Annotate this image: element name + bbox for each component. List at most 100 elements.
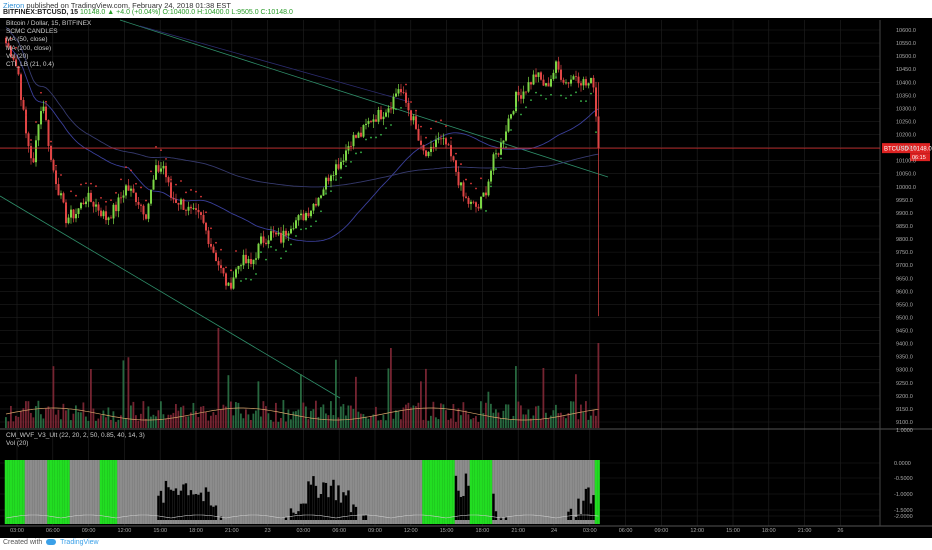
trend-dot [480, 177, 482, 180]
author-link[interactable]: Zieron [3, 1, 25, 10]
wvf-bar [559, 460, 563, 524]
wvf-gap [189, 490, 193, 520]
candle-body [55, 170, 57, 185]
wvf-gap [172, 490, 175, 520]
wvf-bar [342, 460, 345, 524]
wvf-bar [252, 460, 255, 524]
price-change: 10148.0 ▲ +4.0 (+0.04%) [80, 9, 161, 16]
candle-body [62, 193, 65, 203]
candle-body [507, 118, 510, 132]
candle-body [97, 204, 100, 211]
legend-item[interactable]: CTI_LB (21, 0.4) [6, 61, 55, 69]
time-tick-label: 12:00 [118, 528, 132, 534]
indicator-tick-label: -2.0000 [894, 514, 913, 520]
candle-body [372, 119, 375, 122]
wvf-gap [304, 503, 308, 520]
volume-bar [542, 368, 545, 428]
candle-body [350, 146, 352, 147]
volume-bar [140, 413, 142, 428]
volume-bar [35, 406, 37, 428]
candle-body [70, 209, 72, 218]
volume-bar [12, 421, 15, 428]
wvf-bar [259, 460, 263, 524]
trend-dot [555, 76, 557, 79]
wvf-bar [89, 460, 93, 524]
trend-dot [80, 183, 82, 186]
trend-dot [360, 151, 362, 154]
price-tick-label: 9400.0 [896, 342, 913, 348]
wvf-gap [457, 490, 460, 520]
time-tick-label: 09:00 [82, 528, 96, 534]
legend-item[interactable]: SCMC CANDLES [6, 28, 58, 36]
tradingview-link[interactable]: TradingView [60, 539, 99, 546]
vol-tick-label: 1.0000 [896, 428, 913, 434]
candle-body [377, 109, 380, 122]
volume-bar [550, 415, 552, 428]
candle-body [172, 197, 175, 200]
candle-body [430, 146, 432, 152]
volume-bar [420, 381, 422, 428]
wvf-bar [97, 460, 100, 524]
candle-body [315, 203, 317, 206]
trend-dot [385, 127, 387, 130]
time-tick-label: 12:00 [690, 528, 704, 534]
candle-body [570, 79, 572, 84]
candle-body [7, 43, 10, 47]
price-tick-label: 9900.0 [896, 211, 913, 217]
volume-bar [470, 419, 472, 428]
candle-body [57, 184, 60, 196]
volume-bar [117, 419, 120, 428]
volume-bar [227, 375, 230, 428]
trend-dot [285, 250, 287, 253]
trend-dot [185, 191, 187, 194]
volume-bar [522, 414, 525, 428]
wvf-bar [509, 460, 513, 524]
volume-bar [165, 418, 167, 428]
wvf-bar [304, 460, 308, 524]
chart-area[interactable]: BTCUSD 10148.0 06:15 10600.0 10550.0 10500.0 1… [0, 18, 932, 538]
candle-body [217, 261, 220, 266]
trend-dot [460, 163, 462, 165]
legend-item[interactable]: Vol (20) [6, 440, 29, 448]
wvf-bar [524, 460, 528, 524]
volume-bar [185, 416, 187, 428]
wvf-bar [162, 460, 165, 524]
time-tick-label: 26 [837, 528, 843, 534]
candle-body [340, 161, 342, 169]
volume-bar [320, 407, 322, 428]
legend-item[interactable]: CM_WVF_V3_Ult (22, 20, 2, 50, 0.85, 40, … [6, 432, 145, 439]
trend-dot [475, 187, 477, 190]
candle-body [22, 99, 25, 110]
wvf-gap [584, 488, 588, 520]
trend-dot [155, 145, 157, 148]
price-tick-label: 9700.0 [896, 263, 913, 269]
indicator-tick-label: -1.5000 [894, 508, 913, 514]
wvf-bar [372, 460, 375, 524]
main-legend: Bitcoin / Dollar, 15, BITFINEX SCMC CAND… [6, 20, 91, 69]
candle-body [322, 189, 325, 196]
wvf-bar [527, 460, 530, 524]
wvf-bar [557, 460, 560, 524]
volume-bar [555, 404, 557, 428]
wvf-bar [67, 460, 70, 524]
candle-body [420, 140, 422, 145]
wvf-bar [477, 460, 480, 524]
legend-item[interactable]: Vol (20) [6, 52, 29, 60]
legend-item[interactable]: Bitcoin / Dollar, 15, BITFINEX [6, 20, 92, 27]
candle-body [165, 165, 167, 178]
price-chart-svg[interactable]: BTCUSD 10148.0 06:15 10600.0 10550.0 10500.0 1… [0, 18, 932, 538]
legend-item[interactable]: MA (200, close) [6, 44, 52, 52]
wvf-bar [387, 460, 390, 524]
wvf-gap [574, 516, 578, 520]
volume-bar [357, 411, 360, 428]
wvf-gap [302, 503, 305, 520]
volume-bar [380, 419, 382, 428]
volume-bar [327, 415, 330, 428]
volume-bar [322, 404, 325, 428]
candle-body [552, 72, 555, 80]
wvf-bar [482, 460, 485, 524]
legend-item[interactable]: MA (50, close) [6, 36, 48, 44]
trend-dot [300, 228, 302, 231]
volume-bar [142, 401, 145, 428]
trend-dot [50, 140, 52, 143]
